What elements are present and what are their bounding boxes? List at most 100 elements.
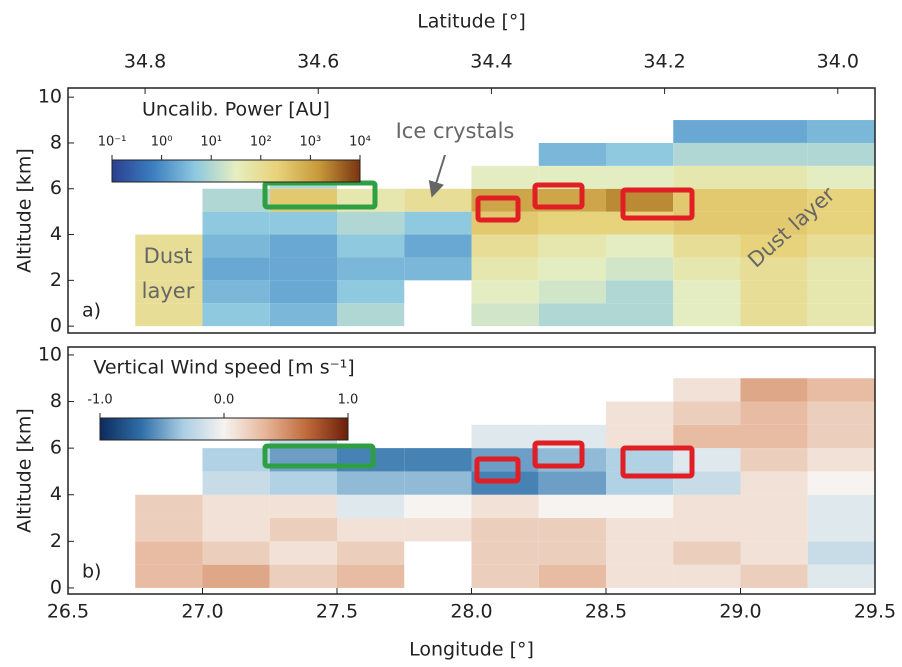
heatmap-cell xyxy=(337,471,404,494)
heatmap-cell xyxy=(337,212,404,235)
heatmap-cell xyxy=(673,425,740,448)
x2-tick-label: 34.6 xyxy=(297,51,339,73)
heatmap-cell xyxy=(539,212,606,235)
y-tick-label: 8 xyxy=(50,390,62,412)
heatmap-cell xyxy=(404,495,471,518)
colorbar-tick-label: 0.0 xyxy=(214,393,235,408)
heatmap-cell xyxy=(203,541,270,564)
heatmap-cell xyxy=(539,235,606,258)
heatmap-cell xyxy=(606,565,673,588)
heatmap-cell xyxy=(404,189,471,212)
colorbar-tick-label: 10² xyxy=(250,135,272,150)
heatmap-cell xyxy=(673,448,740,471)
heatmap-cell xyxy=(404,471,471,494)
heatmap-cell xyxy=(337,235,404,258)
heatmap-cell xyxy=(472,495,539,518)
x-tick-label: 29.0 xyxy=(719,601,761,623)
heatmap-cell xyxy=(472,541,539,564)
heatmap-cell xyxy=(270,495,337,518)
colorbar-tick-label: 1.0 xyxy=(338,393,359,408)
heatmap-cell xyxy=(337,303,404,326)
heatmap-cell xyxy=(606,235,673,258)
y-tick-label: 8 xyxy=(50,131,62,153)
y-tick-label: 4 xyxy=(50,483,62,505)
heatmap-cell xyxy=(673,378,740,401)
heatmap-cell xyxy=(539,565,606,588)
heatmap-cell xyxy=(741,448,808,471)
heatmap-cell xyxy=(337,565,404,588)
annotation: Dust xyxy=(144,244,193,268)
heatmap-cell xyxy=(808,378,875,401)
heatmap-cell xyxy=(539,471,606,494)
colorbar xyxy=(100,418,348,440)
heatmap-cell xyxy=(673,143,740,166)
heatmap-cell xyxy=(472,212,539,235)
colorbar-tick-label: -1.0 xyxy=(87,393,112,408)
colorbar xyxy=(112,160,360,182)
y-tick-label: 4 xyxy=(50,223,62,245)
heatmap-cell xyxy=(808,257,875,280)
colorbar-title: Uncalib. Power [AU] xyxy=(142,99,330,121)
y-tick-label: 2 xyxy=(50,530,62,552)
panel-label: a) xyxy=(82,300,101,322)
heatmap-cell xyxy=(472,425,539,448)
heatmap-cell xyxy=(337,257,404,280)
heatmap-cell xyxy=(539,280,606,303)
heatmap-cell xyxy=(203,280,270,303)
x-axis-title: Longitude [°] xyxy=(409,639,534,661)
heatmap-cell xyxy=(606,495,673,518)
heatmap-cell xyxy=(673,402,740,425)
heatmap-cell xyxy=(135,495,202,518)
heatmap-cell xyxy=(337,280,404,303)
heatmap-cell xyxy=(808,402,875,425)
y-tick-label: 0 xyxy=(50,315,62,337)
heatmap-cell xyxy=(673,303,740,326)
y-tick-label: 2 xyxy=(50,269,62,291)
y-axis-title: Altitude [km] xyxy=(14,148,36,273)
heatmap-cell xyxy=(203,471,270,494)
heatmap-cell xyxy=(808,280,875,303)
heatmap-cell xyxy=(404,257,471,280)
heatmap-cell xyxy=(135,518,202,541)
heatmap-cell xyxy=(203,448,270,471)
heatmap-cell xyxy=(673,541,740,564)
heatmap-cell xyxy=(404,235,471,258)
heatmap-cell xyxy=(808,143,875,166)
heatmap-cell xyxy=(606,541,673,564)
heatmap-cell xyxy=(270,280,337,303)
x-tick-label: 27.5 xyxy=(316,601,358,623)
heatmap-cell xyxy=(606,280,673,303)
x-tick-label: 28.0 xyxy=(450,601,492,623)
heatmap-cell xyxy=(539,518,606,541)
heatmap-cell xyxy=(606,402,673,425)
heatmap-cell xyxy=(673,565,740,588)
heatmap-cell xyxy=(741,280,808,303)
heatmaps xyxy=(135,120,875,588)
heatmap-cell xyxy=(337,495,404,518)
heatmap-cell xyxy=(539,143,606,166)
heatmap-cell xyxy=(203,189,270,212)
heatmap-cell xyxy=(673,166,740,189)
heatmap-cell xyxy=(808,166,875,189)
heatmap-cell xyxy=(539,257,606,280)
heatmap-cell xyxy=(808,495,875,518)
heatmap-cell xyxy=(606,143,673,166)
heatmap-cell xyxy=(606,166,673,189)
heatmap-cell xyxy=(203,518,270,541)
heatmap-cell xyxy=(135,303,202,326)
y-tick-label: 6 xyxy=(50,437,62,459)
colorbar-tick-label: 10¹ xyxy=(200,135,222,150)
y-tick-label: 10 xyxy=(38,86,62,108)
heatmap-cell xyxy=(472,303,539,326)
annotation: Ice crystals xyxy=(396,119,515,143)
heatmap-cell xyxy=(270,235,337,258)
y-tick-label: 6 xyxy=(50,177,62,199)
heatmap-cell xyxy=(606,257,673,280)
heatmap-cell xyxy=(539,495,606,518)
heatmap-cell xyxy=(135,565,202,588)
heatmap-cell xyxy=(337,541,404,564)
y-tick-label: 10 xyxy=(38,343,62,365)
heatmap-cell xyxy=(741,143,808,166)
heatmap-cell xyxy=(741,425,808,448)
colorbar-title: Vertical Wind speed [m s⁻¹] xyxy=(93,357,354,379)
